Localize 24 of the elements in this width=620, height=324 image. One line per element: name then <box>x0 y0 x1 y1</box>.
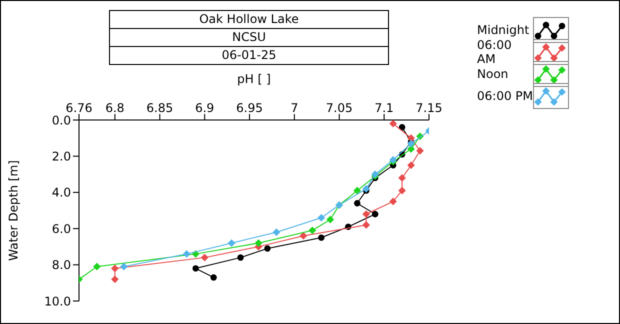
x-tick-label: 6.85 <box>146 101 174 115</box>
y-tick-label: 0.0 <box>52 113 71 128</box>
y-tick-label: 8.0 <box>52 258 71 272</box>
x-axis-title: pH [ ] <box>237 72 271 86</box>
chart-subtitle: NCSU <box>109 29 389 47</box>
chart-title: Oak Hollow Lake <box>109 10 389 29</box>
x-tick-label: 7.1 <box>374 101 394 115</box>
y-axis-title: Water Depth [m] <box>6 160 20 261</box>
legend-label: Noon <box>477 67 508 81</box>
x-tick-label: 6.8 <box>105 101 124 115</box>
y-tick-label: 6.0 <box>52 222 71 236</box>
x-tick-label: 6.76 <box>66 101 92 115</box>
legend-label: Midnight <box>477 23 530 37</box>
y-tick-label: 4.0 <box>52 186 71 200</box>
y-tick-label: 2.0 <box>52 149 71 164</box>
x-tick-label: 7 <box>290 101 298 115</box>
x-tick-label: 7.05 <box>326 101 353 115</box>
text: 06-01-25 <box>109 47 389 65</box>
y-tick-label: 10.0 <box>44 294 71 308</box>
legend-label: 06:00 AM <box>477 38 513 66</box>
x-tick-label: 7.15 <box>416 101 442 115</box>
x-tick-label: 6.9 <box>195 101 214 115</box>
x-tick-label: 6.95 <box>236 101 263 115</box>
legend-label: 06:00 PM <box>477 89 533 103</box>
